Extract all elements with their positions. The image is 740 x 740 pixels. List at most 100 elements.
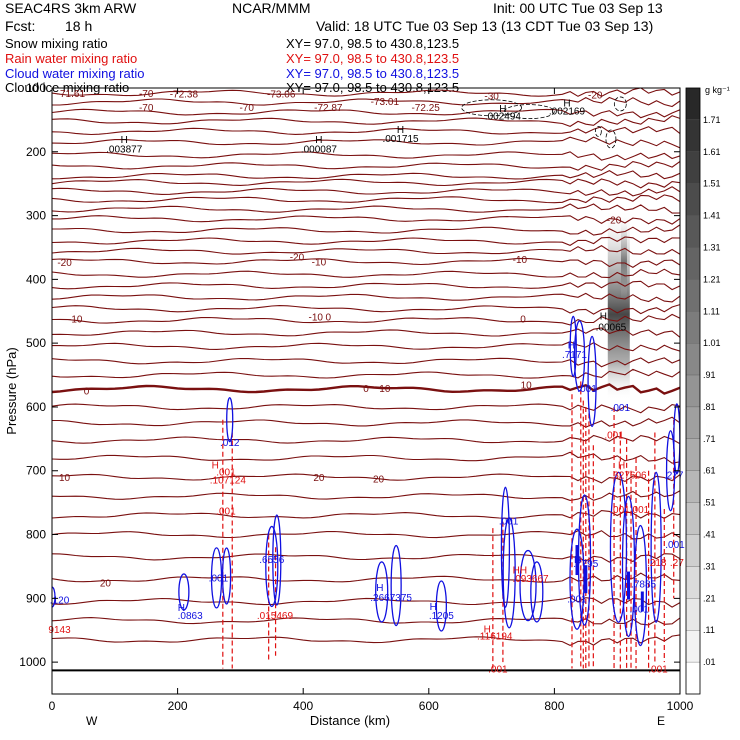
y-axis-label: Pressure (hPa): [4, 347, 19, 434]
isotherm-line: [52, 313, 680, 326]
contour-annotation: .0863: [178, 611, 203, 622]
contour-annotation: H: [574, 555, 581, 566]
cloud-ice-contour: [503, 104, 555, 120]
isotherm-line: [52, 553, 680, 563]
isotherm-label: -10: [309, 312, 324, 323]
cloud-water-core: [575, 545, 579, 576]
cloud-water-contour: [569, 528, 585, 630]
y-tick-label: 100: [26, 81, 46, 95]
isotherm-label: 10: [521, 381, 533, 392]
cloud-water-contour: [633, 524, 648, 647]
colorbar-swatch: [685, 534, 701, 567]
contour-annotation: H: [618, 460, 625, 471]
y-tick-label: 300: [26, 209, 46, 223]
colorbar-swatch: [685, 470, 701, 503]
snow-shading-edge: [620, 215, 627, 299]
colorbar-label: .61: [703, 466, 716, 476]
isotherm-label: -30: [484, 92, 499, 103]
colorbar-label: .41: [703, 530, 716, 540]
contour-annotation: .2667375: [370, 593, 412, 604]
isotherm-line: [52, 115, 680, 128]
contour-annotation: H: [315, 135, 322, 146]
cloud-water-contour: [673, 403, 680, 475]
isotherm-line: [52, 530, 680, 540]
contour-annotation: .7795: [573, 559, 598, 570]
cloud-ice-contour: [594, 125, 602, 137]
contour-annotation: .27: [670, 558, 684, 569]
colorbar-label: 1.11: [703, 306, 720, 316]
colorbar-label: 1.21: [703, 274, 721, 284]
isotherm-label: -20: [57, 258, 72, 269]
colorbar-swatch: [685, 247, 701, 280]
colorbar-swatch: [685, 279, 701, 312]
isotherm-line: [52, 108, 680, 119]
isotherm-label: -70: [239, 103, 254, 114]
contour-annotation: .001: [209, 573, 229, 584]
contour-annotation: .001.001: [610, 505, 649, 516]
cloud-water-contour: [375, 561, 389, 623]
colorbar-label: 1.61: [703, 147, 721, 157]
colorbar-swatch: [685, 661, 701, 695]
isotherm-label: 0: [520, 314, 526, 325]
field-label-rain: Rain water mixing ratio: [5, 51, 137, 66]
contour-annotation: .001: [216, 467, 236, 478]
isotherm-line: [52, 510, 680, 520]
x-tick-label: 0: [49, 699, 56, 713]
contour-annotation: H: [212, 460, 219, 471]
isotherm-label: -10: [312, 258, 327, 269]
y-tick-label: 800: [26, 528, 46, 542]
isotherm-line: [52, 596, 680, 608]
contour-annotation: H: [121, 135, 128, 146]
isotherm-line: [52, 257, 680, 268]
contour-annotation: .003877: [106, 145, 143, 156]
contour-annotation: .001: [665, 540, 685, 551]
isotherm-label: -10: [513, 255, 528, 266]
contour-annotation: .012: [220, 438, 240, 449]
cloud-ice-contour: [613, 96, 627, 112]
isotherm-label: 0: [326, 312, 332, 323]
colorbar-swatch: [685, 438, 701, 471]
colorbar-label: .21: [703, 593, 716, 603]
contour-annotation: .001: [611, 403, 631, 414]
isotherm-line: [52, 224, 680, 236]
isotherm-label: -71.61: [57, 89, 86, 100]
isotherm-line: [52, 161, 680, 171]
axes: 0 200 400 600 800 100010020030040050060070080…: [19, 81, 693, 713]
model-title: SEAC4RS 3km ARW: [5, 0, 137, 16]
contour-annotation: .001: [488, 664, 508, 675]
cloud-water-contour: [609, 471, 628, 623]
cloud-water-contour: [573, 320, 586, 392]
cloud-water-core: [627, 571, 631, 600]
isotherm-line: [52, 451, 680, 464]
isotherm-line: [52, 634, 680, 647]
contour-annotation: .218: [647, 558, 667, 569]
isotherm-line: [52, 126, 680, 136]
isotherm-label: 10: [59, 473, 71, 484]
colorbar-label: .71: [703, 434, 716, 444]
contour-annotation: .001: [604, 430, 624, 441]
isotherm-label: -70: [139, 103, 154, 114]
isotherm-line: [52, 136, 680, 149]
isotherm-line: [52, 572, 680, 583]
y-tick-label: 700: [26, 464, 46, 478]
isotherm-label: -10: [68, 314, 83, 325]
isotherm-zero: [52, 383, 680, 395]
contour-annotation: .001: [499, 516, 519, 527]
contour-annotation: HH: [513, 566, 527, 577]
isotherm-line: [52, 473, 680, 484]
isotherm-label: -72.87: [314, 103, 343, 114]
isotherm-label: -72.38: [170, 90, 199, 101]
y-tick-label: 900: [26, 591, 46, 605]
contour-annotation: .001: [629, 605, 649, 616]
isotherm-line: [52, 292, 680, 303]
x-tick-label: 600: [419, 699, 439, 713]
contour-annotation: H: [430, 602, 437, 613]
valid-time: Valid: 18 UTC Tue 03 Sep 13 (13 CDT Tue …: [316, 18, 653, 34]
cloud-water-contour: [500, 486, 511, 608]
colorbar-swatch: [685, 311, 701, 344]
colorbar-label: 1.71: [703, 115, 721, 125]
y-tick-label: 500: [26, 336, 46, 350]
colorbar-label: 1.31: [703, 242, 721, 252]
isotherm-line: [52, 245, 680, 255]
colorbar-swatch: [685, 630, 701, 663]
